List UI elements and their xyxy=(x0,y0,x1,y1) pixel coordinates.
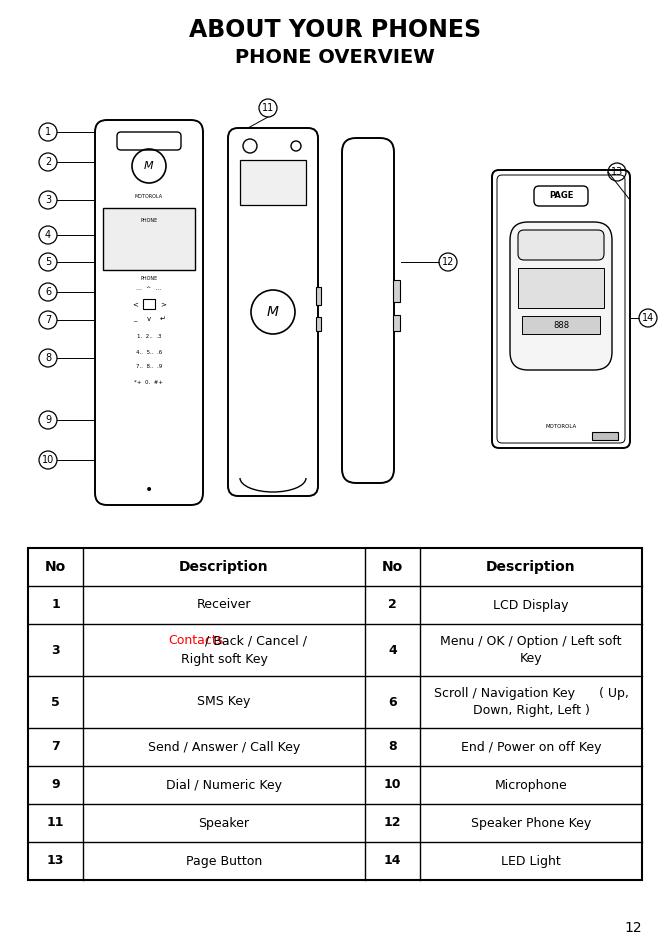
Text: No: No xyxy=(382,560,403,574)
Text: 9: 9 xyxy=(51,778,60,791)
Text: End / Power on off Key: End / Power on off Key xyxy=(461,740,601,753)
Text: Description: Description xyxy=(179,560,269,574)
Text: ↵: ↵ xyxy=(160,316,166,322)
Text: Scroll / Navigation Key      ( Up,
Down, Right, Left ): Scroll / Navigation Key ( Up, Down, Righ… xyxy=(433,687,628,717)
FancyBboxPatch shape xyxy=(510,222,612,370)
Text: M: M xyxy=(144,161,154,171)
Bar xyxy=(240,160,306,205)
Text: 5: 5 xyxy=(51,695,60,709)
Text: 7: 7 xyxy=(51,740,60,753)
Text: PAGE: PAGE xyxy=(549,192,574,200)
Text: 4: 4 xyxy=(45,230,51,240)
Text: MOTOROLA: MOTOROLA xyxy=(135,194,163,199)
Bar xyxy=(393,315,400,331)
Text: ...  ^  ...: ... ^ ... xyxy=(137,286,161,291)
Text: Description: Description xyxy=(486,560,576,574)
Text: v: v xyxy=(147,316,151,322)
Text: 2: 2 xyxy=(45,157,51,167)
Text: 12: 12 xyxy=(624,921,642,935)
Text: 8: 8 xyxy=(388,740,397,753)
Text: 12: 12 xyxy=(442,257,454,267)
Text: MOTOROLA: MOTOROLA xyxy=(545,424,577,428)
Text: 7..  8..  .9: 7.. 8.. .9 xyxy=(136,365,162,370)
Text: PHONE: PHONE xyxy=(141,276,157,281)
Text: 1: 1 xyxy=(45,127,51,137)
Text: 4..  5..  .6: 4.. 5.. .6 xyxy=(136,350,162,354)
Text: 14: 14 xyxy=(642,313,654,323)
Text: •: • xyxy=(145,483,153,497)
Text: _: _ xyxy=(133,316,137,322)
Text: 7: 7 xyxy=(45,315,51,325)
Text: Microphone: Microphone xyxy=(494,778,567,791)
Bar xyxy=(522,316,600,334)
Text: / Back / Cancel /: / Back / Cancel / xyxy=(197,635,307,648)
Text: 888: 888 xyxy=(553,320,569,330)
Text: 6: 6 xyxy=(388,695,397,709)
Text: Contacts: Contacts xyxy=(168,635,224,648)
Text: Speaker: Speaker xyxy=(198,816,249,829)
Text: Dial / Numeric Key: Dial / Numeric Key xyxy=(166,778,282,791)
Bar xyxy=(393,280,400,302)
Text: Page Button: Page Button xyxy=(186,854,262,867)
Text: SMS Key: SMS Key xyxy=(197,695,251,709)
Text: LED Light: LED Light xyxy=(501,854,561,867)
Bar xyxy=(592,432,618,440)
Text: 5: 5 xyxy=(45,257,51,267)
Text: M: M xyxy=(267,305,279,319)
Text: 1: 1 xyxy=(51,598,60,612)
Text: PHONE: PHONE xyxy=(141,218,157,223)
Text: No: No xyxy=(45,560,66,574)
Text: ABOUT YOUR PHONES: ABOUT YOUR PHONES xyxy=(189,18,481,42)
Text: Right soft Key: Right soft Key xyxy=(180,653,267,666)
Text: 1.  2..  .3: 1. 2.. .3 xyxy=(137,334,161,339)
Text: 11: 11 xyxy=(47,816,64,829)
Text: 3: 3 xyxy=(51,643,60,656)
Text: >: > xyxy=(160,301,166,307)
Bar xyxy=(518,268,604,308)
Text: 3: 3 xyxy=(45,195,51,205)
Bar xyxy=(316,317,321,331)
Text: LCD Display: LCD Display xyxy=(493,598,569,612)
Text: Menu / OK / Option / Left soft
Key: Menu / OK / Option / Left soft Key xyxy=(440,635,622,665)
FancyBboxPatch shape xyxy=(518,230,604,260)
Bar xyxy=(28,548,642,880)
Text: 2: 2 xyxy=(388,598,397,612)
Bar xyxy=(316,287,321,305)
Text: *+  0.  #+: *+ 0. #+ xyxy=(135,379,163,385)
Text: Speaker Phone Key: Speaker Phone Key xyxy=(471,816,591,829)
Text: 12: 12 xyxy=(384,816,401,829)
Text: 9: 9 xyxy=(45,415,51,425)
Text: Receiver: Receiver xyxy=(197,598,251,612)
Text: 4: 4 xyxy=(388,643,397,656)
Text: 10: 10 xyxy=(42,455,54,465)
Text: 14: 14 xyxy=(384,854,401,867)
Text: Send / Answer / Call Key: Send / Answer / Call Key xyxy=(148,740,300,753)
Text: 13: 13 xyxy=(47,854,64,867)
Text: <: < xyxy=(132,301,138,307)
Text: 8: 8 xyxy=(45,353,51,363)
Text: 11: 11 xyxy=(262,103,274,113)
Text: 6: 6 xyxy=(45,287,51,297)
Text: 13: 13 xyxy=(611,167,623,177)
Bar xyxy=(143,299,155,309)
Text: 10: 10 xyxy=(384,778,401,791)
Text: PHONE OVERVIEW: PHONE OVERVIEW xyxy=(235,48,435,67)
Bar xyxy=(103,208,195,270)
